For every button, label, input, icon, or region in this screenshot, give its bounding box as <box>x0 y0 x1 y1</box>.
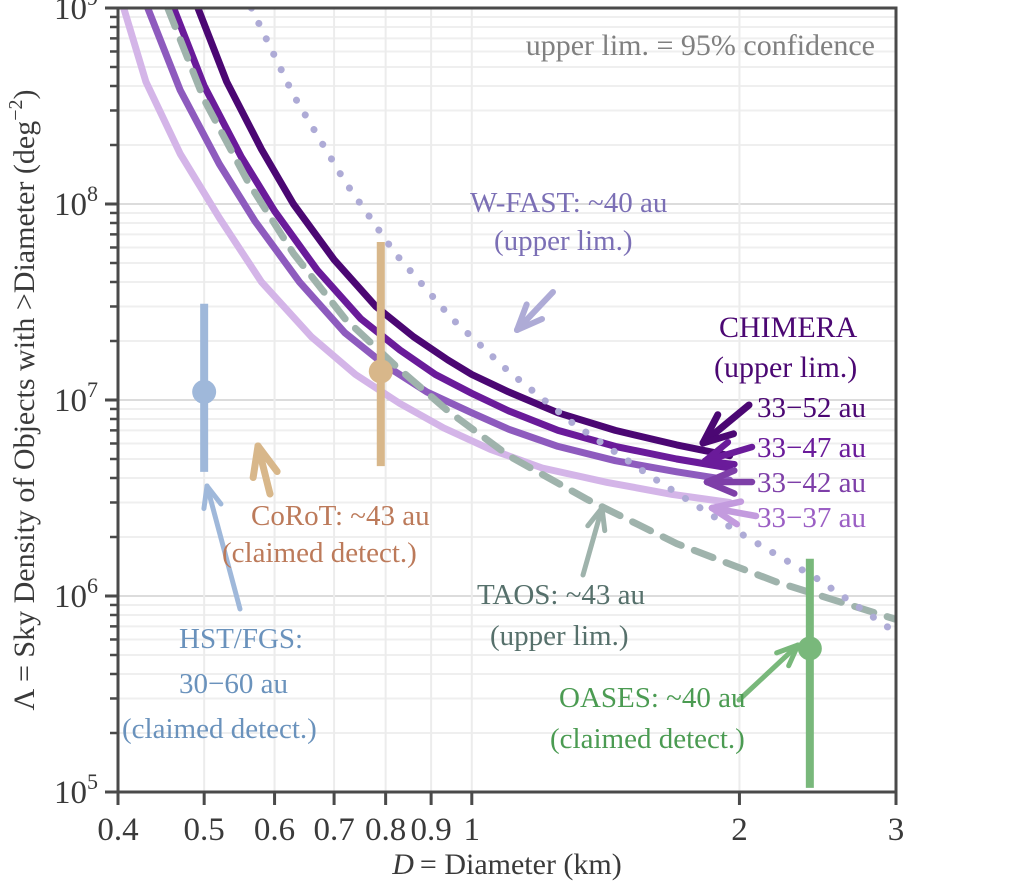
x-tick-label: 0.4 <box>97 812 138 848</box>
annotation-taos: TAOS: ~43 au (upper lim.) <box>477 579 645 652</box>
y-tick-label: 109 <box>54 0 98 27</box>
x-axis-title-italic: D <box>391 848 414 881</box>
arrow-oases <box>736 642 801 703</box>
annotation-taos-line2: (upper lim.) <box>490 620 629 652</box>
annotation-wfast-line2: (upper lim.) <box>494 225 633 257</box>
annotation-corot-line1: CoRoT: ~43 au <box>251 500 430 532</box>
annotation-chimera: CHIMERA (upper lim.) 33−52 au 33−47 au 3… <box>714 311 866 534</box>
svg-text:Λ = Sky Density of Objects wit: Λ = Sky Density of Objects with >Diamete… <box>5 90 41 711</box>
arrow-oases-head <box>786 642 801 669</box>
datapoint-oases <box>797 636 822 661</box>
annotation-wfast: W-FAST: ~40 au (upper lim.) <box>470 187 667 257</box>
annotation-chimera-label-3: 33−37 au <box>757 502 866 534</box>
y-tick-label: 107 <box>54 377 98 419</box>
series-line-4 <box>164 8 896 623</box>
annotation-hstfgs-line1: HST/FGS: <box>179 623 303 655</box>
y-axis-title: Λ = Sky Density of Objects with >Diamete… <box>5 90 41 711</box>
annotation-chimera-label-0: 33−52 au <box>757 392 866 424</box>
annotation-wfast-line1: W-FAST: ~40 au <box>470 187 667 219</box>
arrow-33-42-head <box>703 478 738 497</box>
arrow-corot-head <box>254 442 281 476</box>
svg-text:D= Diameter (km): D = Diameter (km) <box>391 848 622 881</box>
arrow-hstfgs <box>204 483 243 612</box>
arrow-taos-head <box>599 505 608 534</box>
arrow-33-42-head <box>703 467 738 486</box>
arrow-wfast-head <box>514 315 546 333</box>
datapoint-corot <box>368 359 393 384</box>
y-axis-title-tail: ) <box>8 90 41 100</box>
annotation-hstfgs-line3: (claimed detect.) <box>122 713 317 745</box>
x-axis-title-rest: = Diameter (km) <box>420 848 622 881</box>
x-tick-label: 0.6 <box>254 812 295 848</box>
x-tick-label: 0.9 <box>410 812 451 848</box>
arrow-33-47-head <box>701 457 738 468</box>
arrow-taos <box>580 505 605 578</box>
x-tick-label: 0.8 <box>365 812 406 848</box>
annotation-oases-line2: (claimed detect.) <box>550 723 745 755</box>
arrow-33-37-head <box>708 498 745 512</box>
annotation-chimera-label-1: 33−47 au <box>757 432 866 464</box>
x-tick-label: 0.7 <box>313 812 354 848</box>
annotation-corot-line2: (claimed detect.) <box>222 537 417 569</box>
annotation-chimera-line1: CHIMERA <box>719 311 858 344</box>
arrow-33-47-head <box>701 438 732 465</box>
arrow-oases-head <box>774 642 801 656</box>
datapoint-hstfgs <box>192 379 217 404</box>
data-points-layer <box>192 241 822 788</box>
gridlines <box>117 7 897 793</box>
arrow-hstfgs-head <box>204 483 224 507</box>
arrow-wfast-head <box>514 301 530 333</box>
y-tick-label: 106 <box>54 573 98 615</box>
x-tick-label: 0.5 <box>184 812 225 848</box>
arrow-33-52-head <box>699 411 722 447</box>
x-tick-label: 3 <box>888 812 905 848</box>
arrow-corot-head <box>249 442 262 482</box>
annotation-taos-line1: TAOS: ~43 au <box>477 579 645 611</box>
annotation-hstfgs-line2: 30−60 au <box>179 668 288 700</box>
annotation-chimera-line2: (upper lim.) <box>714 351 857 384</box>
arrow-taos-head <box>585 505 605 529</box>
arrow-33-52 <box>699 401 753 447</box>
y-tick-label: 108 <box>54 181 98 223</box>
x-tick-label: 1 <box>464 812 481 848</box>
x-tick-label: 2 <box>731 812 748 848</box>
arrow-33-37-head <box>708 504 741 528</box>
series-line-0 <box>194 8 734 460</box>
annotation-oases-line1: OASES: ~40 au <box>559 682 745 714</box>
arrow-wfast <box>514 289 556 333</box>
y-axis-title-sup: −2 <box>5 100 27 121</box>
x-axis-title: D = Diameter (km) <box>391 848 622 881</box>
annotation-oases: OASES: ~40 au (claimed detect.) <box>550 682 745 755</box>
y-axis-title-text: Λ = Sky Density of Objects with >Diamete… <box>8 121 41 711</box>
annotation-arrows <box>201 289 801 703</box>
arrow-hstfgs-head <box>201 483 210 512</box>
annotation-chimera-label-2: 33−42 au <box>757 467 866 499</box>
confidence-note: upper lim. = 95% confidence <box>526 29 875 62</box>
annotation-hstfgs: HST/FGS: 30−60 au (claimed detect.) <box>122 623 317 745</box>
y-tick-label: 105 <box>54 769 98 811</box>
arrow-33-52-head <box>699 430 738 447</box>
annotation-corot: CoRoT: ~43 au (claimed detect.) <box>222 500 430 569</box>
series-line-1 <box>170 8 734 472</box>
